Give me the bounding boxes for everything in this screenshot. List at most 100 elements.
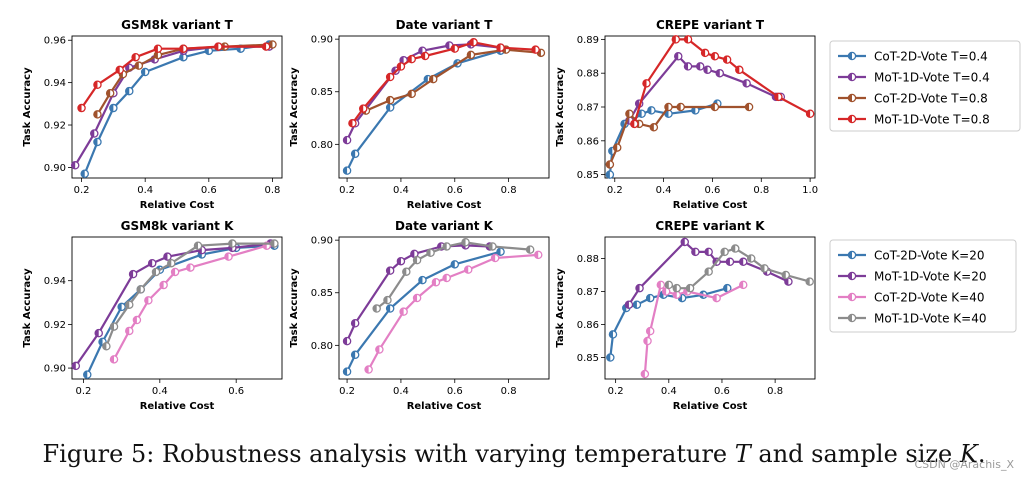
- data-point-fill: [365, 365, 369, 374]
- series-mot-1d-vote-k-40: [372, 238, 535, 313]
- data-point-fill: [609, 330, 613, 339]
- data-point-fill: [424, 75, 428, 83]
- data-point-fill: [186, 263, 191, 272]
- data-point-fill: [383, 296, 388, 304]
- data-point-fill: [106, 89, 111, 97]
- legend-frame: [829, 239, 1017, 333]
- data-point-fill: [443, 242, 447, 251]
- axes-frame: [338, 236, 550, 380]
- data-point-fill: [743, 79, 747, 87]
- data-point-fill: [343, 167, 348, 175]
- data-point-fill: [386, 103, 391, 112]
- data-point-fill: [723, 56, 728, 64]
- series-cot-2d-vote-t-0-8: [605, 102, 754, 169]
- series-line: [346, 250, 501, 373]
- data-point-fill: [77, 104, 82, 112]
- data-point-fill: [443, 274, 447, 282]
- x-tick-label: 0.4: [393, 386, 409, 397]
- series-mot-1d-vote-k-20: [624, 237, 793, 309]
- chart-title: GSM8k variant T: [121, 18, 233, 32]
- x-tick-label: 0.4: [137, 185, 153, 196]
- axes-frame: [71, 236, 283, 380]
- chart-3: GSM8k variant K Relative Cost Task Accurac…: [22, 219, 283, 412]
- series-mot-1d-vote-t-0-8: [77, 42, 271, 113]
- data-point-fill: [782, 271, 786, 279]
- y-tick-label: 0.87: [577, 287, 599, 298]
- x-tick-label: 0.6: [447, 185, 463, 196]
- data-point-fill: [721, 248, 725, 256]
- data-point-fill: [125, 327, 130, 335]
- data-point-fill: [109, 104, 114, 112]
- data-point-fill: [731, 244, 736, 253]
- legend-0: CoT-2D-Vote T=0.4 MoT-1D-Vote T=0.4 CoT-2D…: [829, 40, 1021, 132]
- data-point-fill: [270, 239, 275, 248]
- data-point-fill: [711, 103, 715, 111]
- legend-label: MoT-1D-Vote K=20: [874, 270, 986, 284]
- data-point-fill: [129, 270, 134, 278]
- data-point-fill: [451, 260, 455, 268]
- y-tick-label: 0.85: [311, 87, 333, 98]
- data-point-fill: [705, 248, 709, 256]
- x-tick-label: 0.2: [339, 386, 355, 397]
- series-cot-2d-vote-k-40: [364, 250, 543, 374]
- data-point-fill: [83, 371, 88, 379]
- data-point-fill: [739, 281, 744, 289]
- data-point-fill: [98, 338, 103, 346]
- series-line: [74, 242, 271, 367]
- data-point-fill: [426, 249, 431, 257]
- y-tick-label: 0.87: [577, 103, 599, 114]
- data-point-fill: [467, 51, 471, 59]
- data-point-fill: [784, 277, 789, 286]
- chart-title: Date variant K: [395, 219, 494, 233]
- data-point-fill: [432, 278, 436, 286]
- series-line: [633, 38, 811, 125]
- chart-1: Date variant T Relative Cost Task Accuracy…: [289, 18, 550, 211]
- data-point-fill: [125, 87, 130, 95]
- data-point-fill: [95, 329, 99, 337]
- caption-middle: and sample size: [750, 440, 960, 468]
- y-tick-label: 0.86: [577, 320, 599, 331]
- data-point-fill: [703, 66, 708, 74]
- x-tick-label: 0.4: [656, 185, 672, 196]
- data-point-fill: [132, 53, 136, 61]
- caption-prefix: Figure 5: Robustness analysis with varyi…: [42, 440, 735, 468]
- x-tick-label: 0.2: [608, 386, 624, 397]
- x-tick-label: 0.4: [661, 386, 677, 397]
- data-point-fill: [662, 287, 667, 296]
- data-point-fill: [110, 322, 114, 331]
- x-tick-label: 0.2: [74, 185, 90, 196]
- data-point-fill: [534, 251, 539, 259]
- y-tick-label: 0.89: [577, 35, 599, 46]
- data-point-fill: [93, 138, 98, 146]
- y-tick-label: 0.94: [44, 276, 66, 287]
- series-cot-2d-vote-t-0-4: [80, 40, 274, 179]
- data-point-fill: [701, 49, 706, 57]
- data-point-fill: [400, 56, 404, 64]
- y-tick-label: 0.94: [44, 78, 66, 89]
- data-point-fill: [625, 301, 629, 309]
- y-tick-label: 0.90: [44, 364, 66, 375]
- x-axis-label: Relative Cost: [407, 401, 482, 412]
- data-point-fill: [224, 253, 229, 261]
- data-point-fill: [691, 248, 696, 256]
- data-point-fill: [144, 296, 149, 304]
- legend-label: CoT-2D-Vote K=40: [874, 291, 985, 305]
- data-point-fill: [630, 120, 635, 128]
- data-point-fill: [410, 250, 415, 258]
- watermark: CSDN @Arachis_X: [914, 458, 1015, 471]
- y-tick-label: 0.92: [44, 320, 66, 331]
- y-axis-label: Task Accuracy: [289, 268, 300, 348]
- data-point-fill: [745, 103, 750, 111]
- legend-frame: [829, 40, 1021, 132]
- data-point-fill: [154, 45, 158, 53]
- y-tick-label: 0.88: [577, 254, 599, 265]
- chart-title: GSM8k variant K: [121, 219, 234, 233]
- series-mot-1d-vote-t-0-8: [348, 38, 540, 128]
- data-point-fill: [643, 337, 648, 345]
- data-point-fill: [93, 110, 98, 119]
- data-point-fill: [125, 64, 130, 72]
- data-point-fill: [806, 110, 811, 118]
- data-point-fill: [71, 161, 76, 169]
- data-point-fill: [386, 267, 391, 275]
- data-point-fill: [641, 370, 645, 378]
